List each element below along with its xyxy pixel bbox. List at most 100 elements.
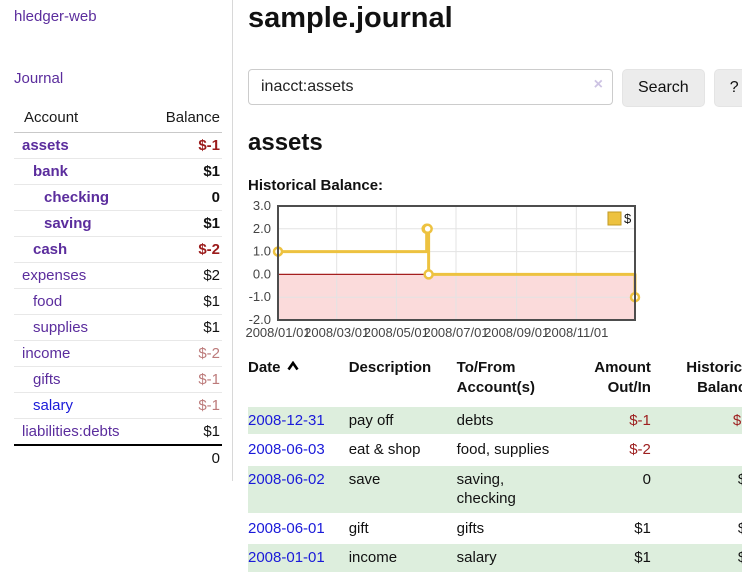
register-date-cell: 2008-06-02	[248, 464, 349, 514]
accounts-column-header: To/From Account(s)	[456, 359, 535, 396]
sidebar-account-cell: liabilities:debts	[14, 418, 142, 446]
sidebar-account-link[interactable]: expenses	[22, 267, 87, 284]
sidebar-account-balance: $-1	[141, 366, 222, 393]
chart-y-tick-label: 2.0	[253, 221, 271, 236]
register-accounts-cell: debts	[456, 404, 572, 436]
register-accounts-cell: saving, checking	[456, 464, 572, 514]
chart-x-tick-label: 2008/07/01	[423, 325, 488, 340]
sidebar-account-row: expenses $2	[14, 262, 222, 289]
sidebar-account-link[interactable]: food	[33, 293, 63, 310]
sidebar-account-row: food $1	[14, 288, 222, 315]
sidebar-accounts-body: assets $-1 bank $1 checking 0 saving $1 cash $-2 e…	[14, 132, 222, 446]
sidebar-account-cell: salary	[14, 392, 142, 419]
balance-column-header-register: Historical Balance	[686, 359, 742, 396]
search-input[interactable]	[248, 69, 613, 106]
sidebar-account-row: liabilities:debts $1	[14, 418, 222, 446]
register-amount-cell: $-2	[571, 434, 655, 466]
register-accounts-cell: salary	[456, 542, 572, 573]
register-balance-cell: $2	[654, 464, 742, 514]
description-column-header: Description	[348, 359, 432, 377]
transaction-date-link[interactable]: 2008-06-01	[248, 519, 325, 537]
register-table: Date Description To/From Account(s) Amou…	[248, 358, 742, 573]
sidebar-account-row: supplies $1	[14, 314, 222, 341]
sidebar-account-balance: $1	[141, 314, 222, 341]
register-balance-cell: 0	[654, 434, 742, 466]
sidebar-account-balance: $-1	[141, 132, 222, 159]
sidebar-account-link[interactable]: salary	[33, 397, 74, 414]
app-brand-link[interactable]: hledger-web	[14, 8, 97, 25]
clear-search-icon[interactable]: ×	[593, 76, 603, 94]
sidebar-account-row: saving $1	[14, 210, 222, 237]
sidebar-account-link[interactable]: assets	[22, 137, 69, 154]
date-column-header[interactable]: Date	[248, 358, 349, 405]
sidebar-account-cell: income	[14, 340, 142, 367]
sidebar-account-link[interactable]: bank	[33, 163, 69, 180]
sidebar-account-cell: expenses	[14, 262, 142, 289]
sidebar-account-link[interactable]: gifts	[33, 371, 61, 388]
register-date-cell: 2008-12-31	[248, 404, 349, 436]
register-accounts-cell: gifts	[456, 512, 572, 544]
sidebar-account-cell: checking	[14, 184, 142, 211]
sidebar-total-row: 0	[14, 444, 222, 471]
register-description-cell: eat & shop	[348, 434, 457, 466]
chart-plot-border	[277, 205, 636, 322]
sidebar-total-spacer	[14, 444, 142, 471]
register-date-cell: 2008-06-01	[248, 512, 349, 544]
sidebar-account-balance: $1	[141, 288, 222, 315]
chart-y-tick-label: 0.0	[253, 267, 271, 282]
chart-y-tick-label: 1.0	[253, 244, 271, 259]
register-description-cell: income	[348, 542, 457, 573]
search-help-button[interactable]: ?	[713, 69, 742, 108]
historical-balance-chart: $3.0 2.0 1.0 0.0 -1.0 -2.02008/01/012008/03/0…	[245, 198, 641, 340]
register-description-cell: gift	[348, 512, 457, 544]
sidebar-account-balance: $1	[141, 418, 222, 446]
sort-ascending-icon	[286, 361, 299, 371]
sidebar-account-cell: cash	[14, 236, 142, 263]
sidebar-account-balance: $-2	[141, 236, 222, 263]
chart-x-tick-label: 2008/11/01	[544, 325, 608, 340]
sidebar-account-link[interactable]: cash	[33, 241, 68, 258]
amount-column-header: Amount Out/In	[594, 359, 651, 396]
sidebar-account-balance: 0	[141, 184, 222, 211]
chart-point-marker	[422, 224, 433, 235]
search-box: ×	[248, 69, 613, 107]
sidebar-account-row: salary $-1	[14, 392, 222, 419]
transaction-date-link[interactable]: 2008-12-31	[248, 411, 325, 429]
register-amount-cell: $-1	[571, 404, 655, 436]
register-date-cell: 2008-01-01	[248, 542, 349, 573]
sidebar: hledger-web Journal Account Balance asse…	[0, 0, 233, 481]
chart-x-tick-label: 2008/09/01	[484, 325, 549, 340]
transaction-date-link[interactable]: 2008-06-02	[248, 471, 325, 489]
chart-y-tick-label: 3.0	[253, 198, 271, 213]
sidebar-account-row: income $-2	[14, 340, 222, 367]
sidebar-accounts-header-row: Account Balance	[14, 107, 222, 133]
register-accounts-cell: food, supplies	[456, 434, 572, 466]
transaction-date-link[interactable]: 2008-01-01	[248, 549, 325, 567]
register-header-row: Date Description To/From Account(s) Amou…	[248, 358, 742, 405]
chart-section-label: Historical Balance:	[248, 177, 384, 195]
sidebar-account-cell: supplies	[14, 314, 142, 341]
chart-x-tick-label: 2008/03/01	[304, 325, 369, 340]
sidebar-account-link[interactable]: liabilities:debts	[22, 423, 120, 440]
sidebar-account-row: bank $1	[14, 158, 222, 185]
register-amount-cell: 0	[571, 464, 655, 514]
register-amount-cell: $1	[571, 542, 655, 573]
sidebar-account-row: assets $-1	[14, 132, 222, 159]
chart-legend-label: $	[624, 211, 632, 226]
sidebar-account-balance: $2	[141, 262, 222, 289]
sidebar-item-journal[interactable]: Journal	[14, 70, 64, 87]
search-button[interactable]: Search	[622, 69, 705, 108]
sidebar-account-link[interactable]: income	[22, 345, 71, 362]
sidebar-account-row: gifts $-1	[14, 366, 222, 393]
sidebar-account-link[interactable]: checking	[44, 189, 110, 206]
sidebar-account-link[interactable]: supplies	[33, 319, 89, 336]
sidebar-total-balance: 0	[141, 444, 222, 471]
sidebar-account-link[interactable]: saving	[44, 215, 92, 232]
sidebar-account-balance: $1	[141, 210, 222, 237]
search-form: × Search ?	[248, 69, 742, 108]
transaction-date-link[interactable]: 2008-06-03	[248, 441, 325, 459]
chart-x-tick-label: 2008/05/01	[364, 325, 429, 340]
